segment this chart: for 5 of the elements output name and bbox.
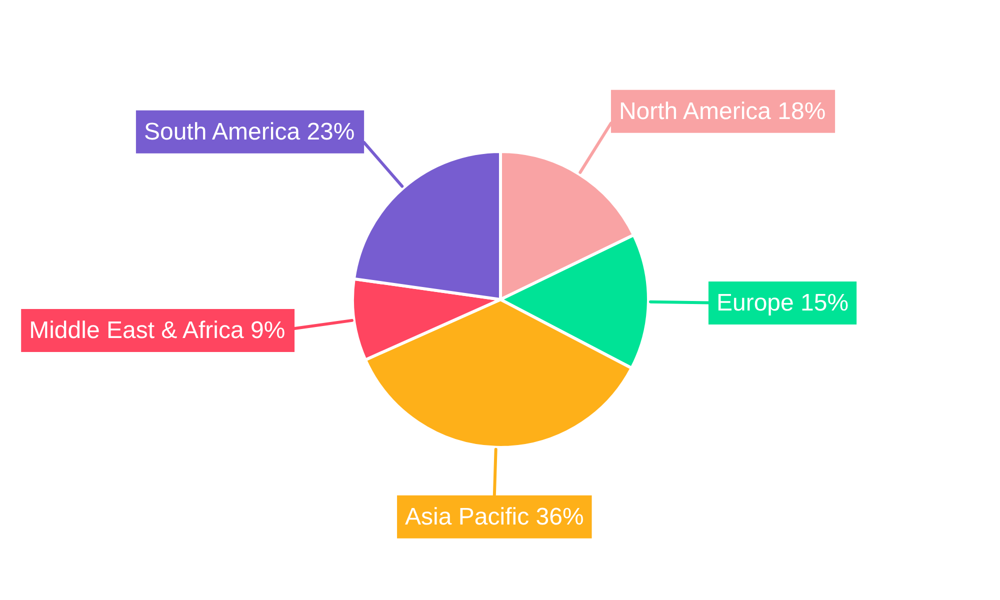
slice-label: Asia Pacific 36% <box>405 503 584 530</box>
slice-label: South America 23% <box>144 118 355 146</box>
slice-label: North America 18% <box>618 98 826 125</box>
slice-label: Europe 15% <box>716 289 849 316</box>
slice-label: Middle East & Africa 9% <box>29 316 286 344</box>
